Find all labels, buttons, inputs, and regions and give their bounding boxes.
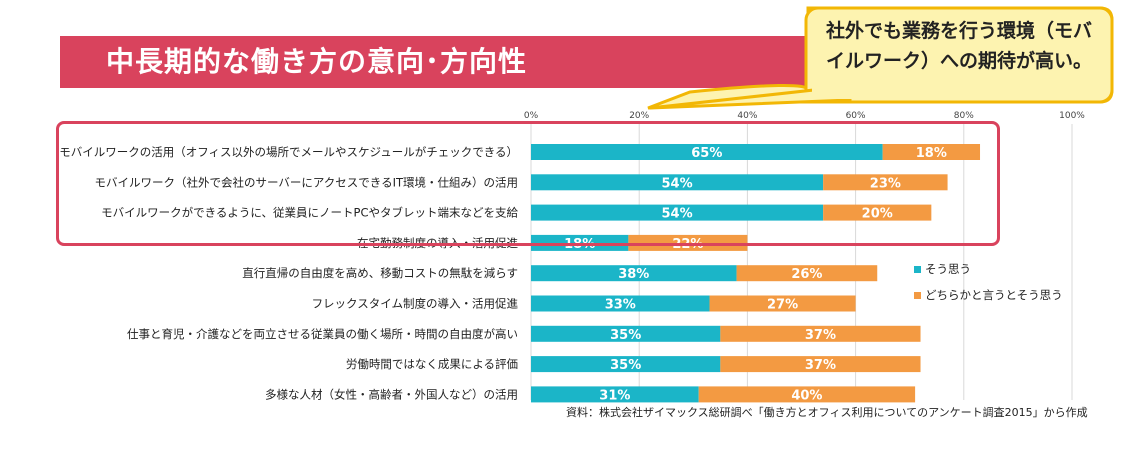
data-label: 37% bbox=[805, 328, 836, 343]
bar-segment bbox=[531, 295, 710, 312]
highlight-frame bbox=[56, 121, 1000, 246]
data-label: 33% bbox=[605, 298, 636, 313]
category-label: モバイルワークができるように、従業員にノートPCやタブレット端末などを支給 bbox=[101, 206, 518, 220]
legend-swatch bbox=[914, 266, 921, 273]
category-label: 多様な人材（女性・高齢者・外国人など）の活用 bbox=[265, 387, 518, 401]
data-label: 65% bbox=[691, 146, 722, 161]
x-tick-label: 40% bbox=[737, 111, 757, 121]
bar-segment bbox=[531, 325, 721, 342]
data-label: 18% bbox=[916, 146, 947, 161]
bar-segment bbox=[823, 204, 932, 221]
x-tick-label: 0% bbox=[524, 111, 539, 121]
x-tick-label: 80% bbox=[954, 111, 974, 121]
category-label: 労働時間ではなく成果による評価 bbox=[346, 357, 518, 371]
category-label: フレックスタイム制度の導入・活用促進 bbox=[312, 297, 519, 311]
bar-segment bbox=[882, 144, 981, 160]
data-label: 20% bbox=[862, 207, 893, 222]
data-label: 35% bbox=[610, 358, 641, 373]
bar-segment bbox=[531, 265, 737, 282]
category-label: 直行直帰の自由度を高め、移動コストの無駄を減らす bbox=[242, 266, 518, 280]
bar-segment bbox=[531, 144, 883, 160]
data-label: 54% bbox=[662, 207, 693, 222]
source-note: 資料：株式会社ザイマックス総研調べ「働き方とオフィス利用についてのアンケート調査… bbox=[566, 406, 1088, 419]
x-tick-label: 60% bbox=[846, 111, 866, 121]
data-label: 37% bbox=[805, 358, 836, 373]
data-label: 23% bbox=[870, 176, 901, 191]
bar-segment bbox=[823, 174, 948, 191]
bar-segment bbox=[531, 234, 629, 251]
category-label: 在宅勤務制度の導入・活用促進 bbox=[357, 236, 518, 250]
bar-segment bbox=[531, 174, 824, 191]
data-label: 26% bbox=[791, 267, 822, 282]
legend-label: どちらかと言うとそう思う bbox=[925, 288, 1063, 302]
bar-segment bbox=[720, 325, 921, 342]
legend-label: そう思う bbox=[925, 262, 971, 276]
data-label: 38% bbox=[618, 267, 649, 282]
category-label: モバイルワークの活用（オフィス以外の場所でメールやスケジュールがチェックできる） bbox=[59, 145, 518, 159]
bar-segment bbox=[698, 386, 916, 403]
bar-segment bbox=[531, 356, 721, 373]
bar-segment bbox=[709, 295, 856, 312]
data-label: 40% bbox=[791, 388, 822, 403]
bar-segment bbox=[736, 265, 878, 282]
data-label: 31% bbox=[599, 388, 630, 403]
page-title: 中長期的な働き方の意向･方向性 bbox=[106, 45, 528, 78]
data-label: 35% bbox=[610, 328, 641, 343]
bar-segment bbox=[628, 234, 748, 251]
data-label: 54% bbox=[662, 176, 693, 191]
legend-swatch bbox=[914, 292, 921, 299]
category-label: 仕事と育児・介護などを両立させる従業員の働く場所・時間の自由度が高い bbox=[127, 327, 518, 341]
x-tick-label: 20% bbox=[629, 111, 649, 121]
data-label: 27% bbox=[767, 298, 798, 313]
callout-line-2: イルワーク）への期待が高い。 bbox=[825, 50, 1092, 72]
bar-segment bbox=[531, 386, 699, 403]
callout-text: 社外でも業務を行う環境（モバ イルワーク）への期待が高い。 bbox=[814, 16, 1104, 76]
category-label: モバイルワーク（社外で会社のサーバーにアクセスできるIT環境・仕組み）の活用 bbox=[95, 175, 519, 189]
bar-segment bbox=[720, 356, 921, 373]
x-tick-label: 100% bbox=[1059, 111, 1085, 121]
bar-segment bbox=[531, 204, 824, 221]
callout-line-1: 社外でも業務を行う環境（モバ bbox=[825, 20, 1092, 42]
